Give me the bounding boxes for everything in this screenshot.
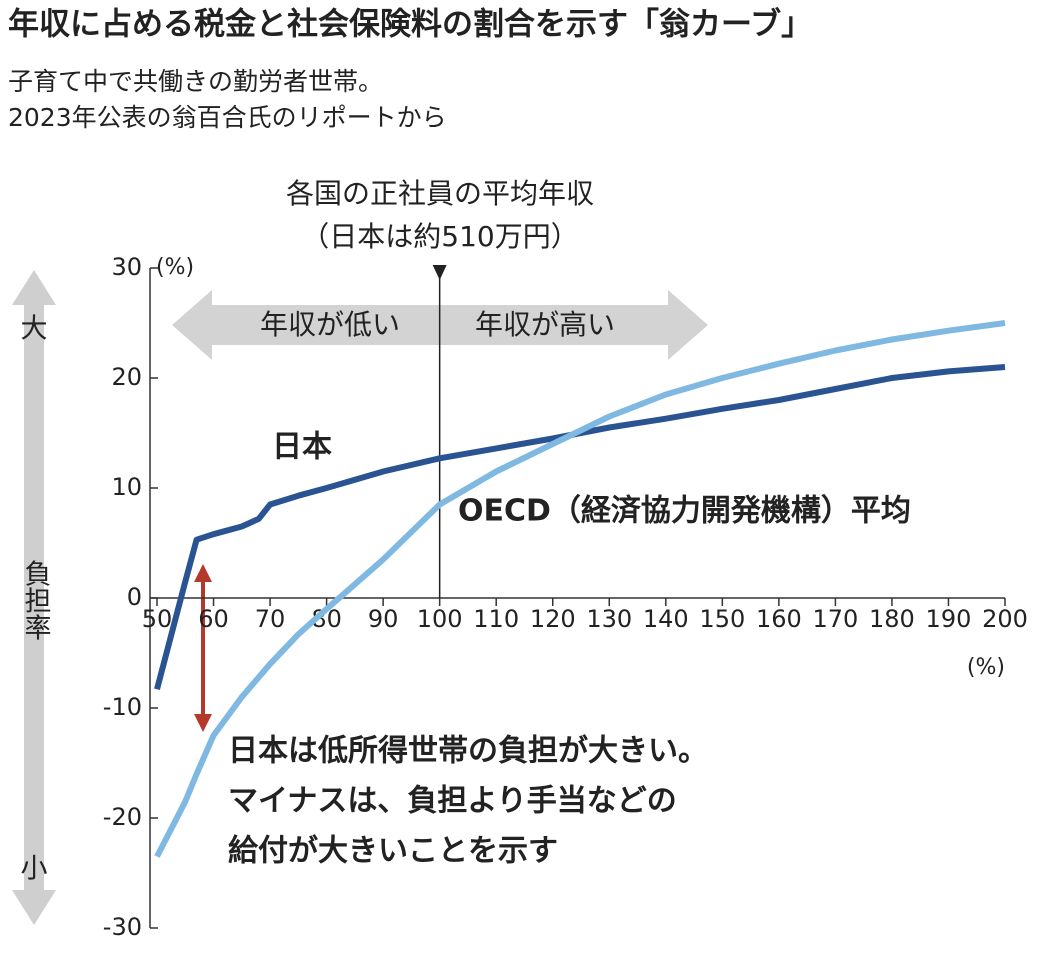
x-tick-label: 160: [756, 605, 802, 633]
reference-marker: [432, 265, 447, 280]
x-tick-label: 140: [643, 605, 689, 633]
x-tick-label: 130: [586, 605, 632, 633]
side-label: 小: [21, 854, 48, 885]
x-tick-label: 190: [926, 605, 972, 633]
series-line: [154, 320, 1006, 858]
x-tick-label: 90: [368, 605, 399, 633]
annotation: 日本は低所得世帯の負担が大きい。: [228, 734, 708, 769]
x-tick-label: 180: [869, 605, 915, 633]
reference-label: （日本は約510万円）: [301, 220, 578, 253]
x-tick-label: 120: [530, 605, 576, 633]
y-tick-label: 20: [111, 363, 142, 391]
y-tick-label: -10: [103, 693, 142, 721]
subtitle: 子育て中で共働きの勤労者世帯。: [8, 67, 383, 96]
y-tick-label: -20: [103, 803, 142, 831]
y-tick-label: -30: [103, 913, 142, 941]
x-tick-label: 50: [142, 605, 173, 633]
y-unit: (%): [156, 255, 194, 280]
x-tick-label: 110: [473, 605, 519, 633]
y-tick-label: 30: [111, 253, 142, 281]
side-label: 負担率: [20, 559, 52, 640]
range-label: 年収が低い: [260, 308, 400, 341]
x-tick-label: 100: [417, 605, 463, 633]
subtitle: 2023年公表の翁百合氏のリポートから: [8, 103, 447, 132]
legend-label: OECD（経済協力開発機構）平均: [458, 494, 911, 529]
legend-label: 日本: [272, 430, 332, 465]
range-label: 年収が高い: [475, 308, 615, 341]
y-tick-label: 10: [111, 473, 142, 501]
highlight-arrow: [194, 564, 212, 732]
side-arrow: [12, 270, 56, 925]
series-line: [154, 364, 1006, 691]
y-tick-label: 0: [127, 583, 142, 611]
x-tick-label: 170: [812, 605, 858, 633]
side-label: 大: [21, 314, 48, 345]
annotation: マイナスは、負担より手当などの: [228, 784, 677, 819]
chart-title: 年収に占める税金と社会保険料の割合を示す「翁カーブ」: [8, 7, 812, 43]
x-tick-label: 60: [198, 605, 229, 633]
reference-label: 各国の正社員の平均年収: [286, 177, 594, 210]
x-tick-label: 150: [699, 605, 745, 633]
x-tick-label: 70: [255, 605, 286, 633]
annotation: 給付が大きいことを示す: [228, 834, 558, 869]
x-tick-label: 200: [982, 605, 1028, 633]
x-unit: (%): [967, 655, 1005, 680]
